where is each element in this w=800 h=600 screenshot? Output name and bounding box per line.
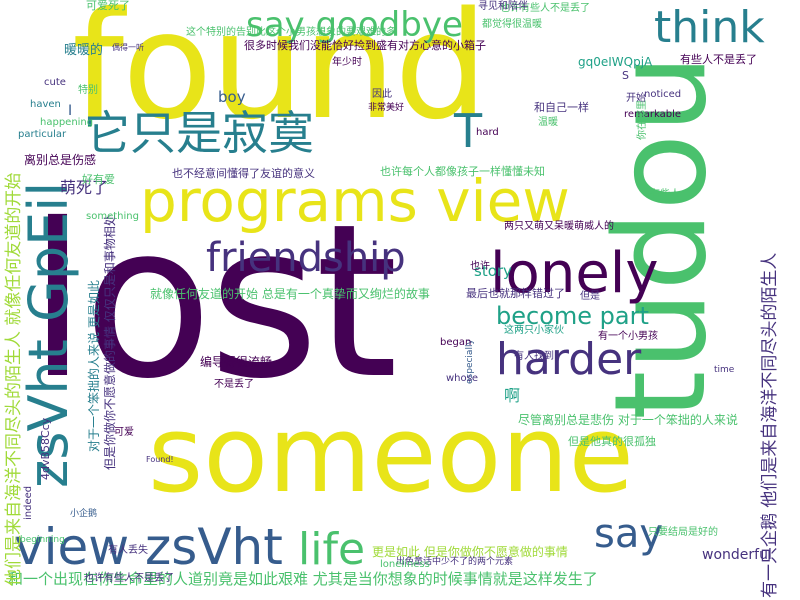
word-parting-sad: 离别总是伤感	[24, 153, 97, 167]
word-view-zsvht: view zsVht	[14, 518, 283, 576]
word-i: 它只是寂寞	[84, 106, 314, 160]
word-smooth-edit: 编导得很流畅	[200, 355, 273, 369]
phrase-farewell: 和一个出现在你生命里的人道别竟是如此艰难 尤其是当你想象的时候事情就是这样发生了	[8, 570, 598, 588]
word-young: 年少时	[332, 57, 362, 68]
word-friendship: friendship	[206, 235, 406, 281]
word-hard: hard	[476, 127, 499, 138]
phrase-like-children: 也许每个人都像孩子一样懂懂未知	[380, 165, 545, 178]
word-particular: particular	[18, 129, 67, 140]
word-two-elements: 都觉得很温暖	[482, 19, 542, 30]
word-lovely-2: 有些人	[650, 189, 680, 200]
word-two-little-ones: 这两只小家伙	[504, 325, 564, 336]
word-not-lost: 也许有些人不是丢了	[84, 573, 174, 584]
word-indeed: indeed	[23, 485, 34, 520]
word-like-self: 和自己一样	[534, 101, 589, 114]
phrase-pity: 很多时候我们没能恰好捡到盛有对方心意的小箱子	[244, 39, 486, 52]
word-time: time	[714, 365, 735, 375]
word-become-part: become part	[496, 302, 649, 330]
word-feel-warm: 也许有些人不是丢了	[500, 3, 590, 14]
word-missed: 最后也就那样错过了	[466, 287, 565, 300]
word-not-lost-2: 有些人不是丢了	[680, 53, 757, 66]
word-find-company: 寻见和陪伴	[478, 1, 528, 12]
phrase-sad-farewell: 尽管离别总是悲伤 对于一个笨拙的人来说	[518, 413, 738, 427]
word-think: think	[654, 2, 765, 53]
word-start: 开始	[626, 93, 646, 104]
word-two-penguins: 两只又萌又呆暖萌威人的	[504, 221, 614, 232]
word-remarkable: remarkable	[624, 109, 682, 120]
word-maybe: 也许	[470, 261, 490, 272]
word-programs-view: programs view	[140, 167, 570, 235]
phrase-goodbye-hard: 出色童话中少不了的两个元素	[396, 557, 514, 567]
word-very-nice: 非常美好	[368, 103, 405, 113]
word-therefore: 因此	[372, 89, 392, 100]
word-someone-lost: 有人丢失	[108, 545, 148, 556]
word-warm: 暖暖的	[64, 43, 104, 58]
word-some-people: 这个特别的告别比这个小男孩想象的要艰难的多	[186, 27, 396, 38]
word-not-lost-3: 不是丢了	[214, 379, 254, 390]
word-say-goodbye: say goodbye	[246, 5, 463, 45]
word-cute-chinese: 萌死了	[60, 178, 109, 197]
word-good-ending: 只要结局是好的	[648, 527, 718, 538]
word-listen: 偶得一听	[112, 43, 144, 52]
phrase-clumsy: 对于一个笨拙的人来说 更是如此	[87, 280, 101, 452]
word-someone-found: 有人找到	[514, 351, 554, 362]
word-t: T	[454, 104, 483, 158]
phrase-friendship-start: 就像任何友道的开始 总是有一个真挚而又绚烂的故事	[150, 287, 430, 301]
word-began: began	[440, 337, 472, 348]
word-life: life	[298, 524, 366, 575]
word-where-are-you: 你在哪里	[637, 100, 648, 140]
word-someone: someone	[148, 393, 634, 516]
word-lonely-only: 好有爱	[82, 173, 115, 186]
word-adorable: 可爱死了	[86, 0, 130, 12]
phrase-unwilling-2: 更是如此 但是你做你不愿意做的事情	[372, 545, 568, 559]
word-beginning: beginning	[20, 535, 65, 545]
word-warmth: 温暖	[538, 117, 558, 128]
word-s: I	[68, 103, 73, 119]
word-cute: cute	[44, 77, 66, 88]
word-4dvb58ccy: 4dvB58Ccy	[39, 417, 52, 480]
word-noticed: noticed	[644, 89, 682, 100]
phrase-strangers: 他们是来自海洋不同尽头的陌生人 就像任何友道的开始	[4, 172, 24, 586]
phrase-meaning: 也不经意间懂得了友谊的意义	[172, 167, 315, 180]
word-but: 但是	[580, 291, 600, 302]
word-lovely: 可爱	[114, 427, 134, 438]
word-little-penguin: S	[622, 69, 629, 82]
word-wonderful: wonderful	[702, 547, 772, 563]
word-story: story	[474, 262, 512, 280]
word-something: something	[86, 211, 139, 222]
word-special: 特别	[78, 85, 98, 96]
word-happening: happening	[40, 117, 94, 128]
word-lonely: lonely	[490, 241, 659, 306]
word-friendship-simple: 小企鹅	[70, 509, 98, 519]
word-ah: 啊	[504, 386, 521, 405]
word-found-excl: Found!	[146, 455, 174, 464]
word-boy: boy	[218, 88, 246, 106]
word-lost: lost	[28, 178, 398, 425]
word-whose: whose	[446, 373, 478, 384]
word-haven: haven	[30, 99, 61, 110]
word-lonely-chinese: 但是他真的很孤独	[568, 435, 656, 448]
word-gq0eiwqpja: gq0eIWQpjA	[578, 55, 653, 69]
word-harder: harder	[496, 334, 642, 385]
word-say: say	[594, 511, 664, 557]
word-found: found	[72, 0, 488, 152]
word-a-boy: 有一个小男孩	[598, 331, 658, 342]
word-loneliness: loneliness	[380, 559, 430, 570]
